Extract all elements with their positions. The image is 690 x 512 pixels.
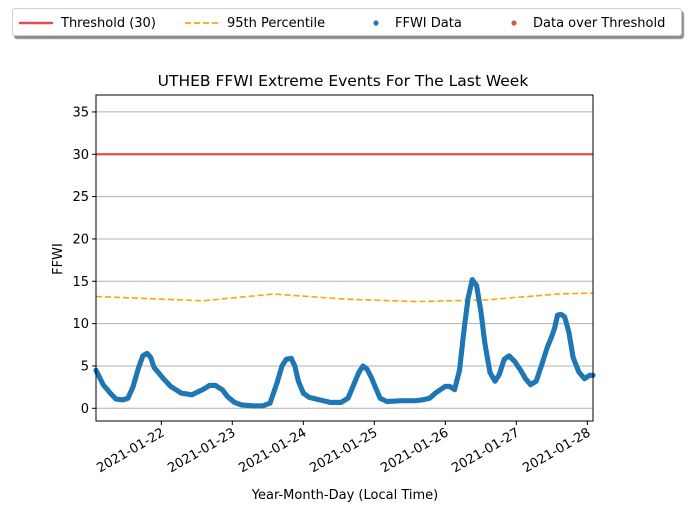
y-tick-label: 35 <box>72 105 89 120</box>
x-tick-label: 2021-01-26 <box>378 425 451 476</box>
x-tick-label: 2021-01-27 <box>449 425 522 476</box>
y-tick-label: 15 <box>72 275 89 290</box>
plot-frame <box>95 94 594 422</box>
chart-title: UTHEB FFWI Extreme Events For The Last W… <box>158 72 529 90</box>
legend-over-label: Data over Threshold <box>533 15 666 31</box>
ffwi-points-layer <box>93 277 596 409</box>
y-tick-label: 30 <box>72 148 89 163</box>
x-tick-label: 2021-01-22 <box>94 425 167 476</box>
y-tick-label: 10 <box>72 317 89 332</box>
legend-data: FFWI Data <box>365 9 462 37</box>
y-tick-label: 25 <box>72 190 89 205</box>
p95-line <box>95 292 594 303</box>
y-axis-label: FFWI <box>51 243 66 275</box>
legend-threshold: Threshold (30) <box>19 9 156 37</box>
legend-threshold-label: Threshold (30) <box>61 15 156 31</box>
x-tick-label: 2021-01-23 <box>165 425 238 476</box>
x-tick-label: 2021-01-25 <box>307 425 380 476</box>
x-axis-ticks: 2021-01-222021-01-232021-01-242021-01-25… <box>94 421 593 476</box>
x-axis-label: Year-Month-Day (Local Time) <box>251 488 438 503</box>
p95-line-layer <box>95 292 594 303</box>
legend-p95-label: 95th Percentile <box>227 15 326 31</box>
legend-over: Data over Threshold <box>503 9 665 37</box>
legend: Threshold (30) 95th Percentile FFWI Data… <box>12 8 682 36</box>
y-tick-label: 20 <box>72 232 89 247</box>
data-swatch-icon <box>373 20 379 26</box>
x-tick-label: 2021-01-28 <box>520 425 593 476</box>
p95-swatch-icon <box>185 22 219 24</box>
over-swatch-icon <box>511 20 517 26</box>
legend-data-label: FFWI Data <box>395 15 462 31</box>
y-tick-label: 5 <box>81 359 89 374</box>
legend-p95: 95th Percentile <box>185 9 325 37</box>
y-axis-ticks: 0 5 10 15 20 25 30 35 <box>72 105 96 417</box>
x-tick-label: 2021-01-24 <box>236 425 309 476</box>
threshold-swatch-icon <box>19 21 53 25</box>
y-tick-label: 0 <box>81 402 89 417</box>
